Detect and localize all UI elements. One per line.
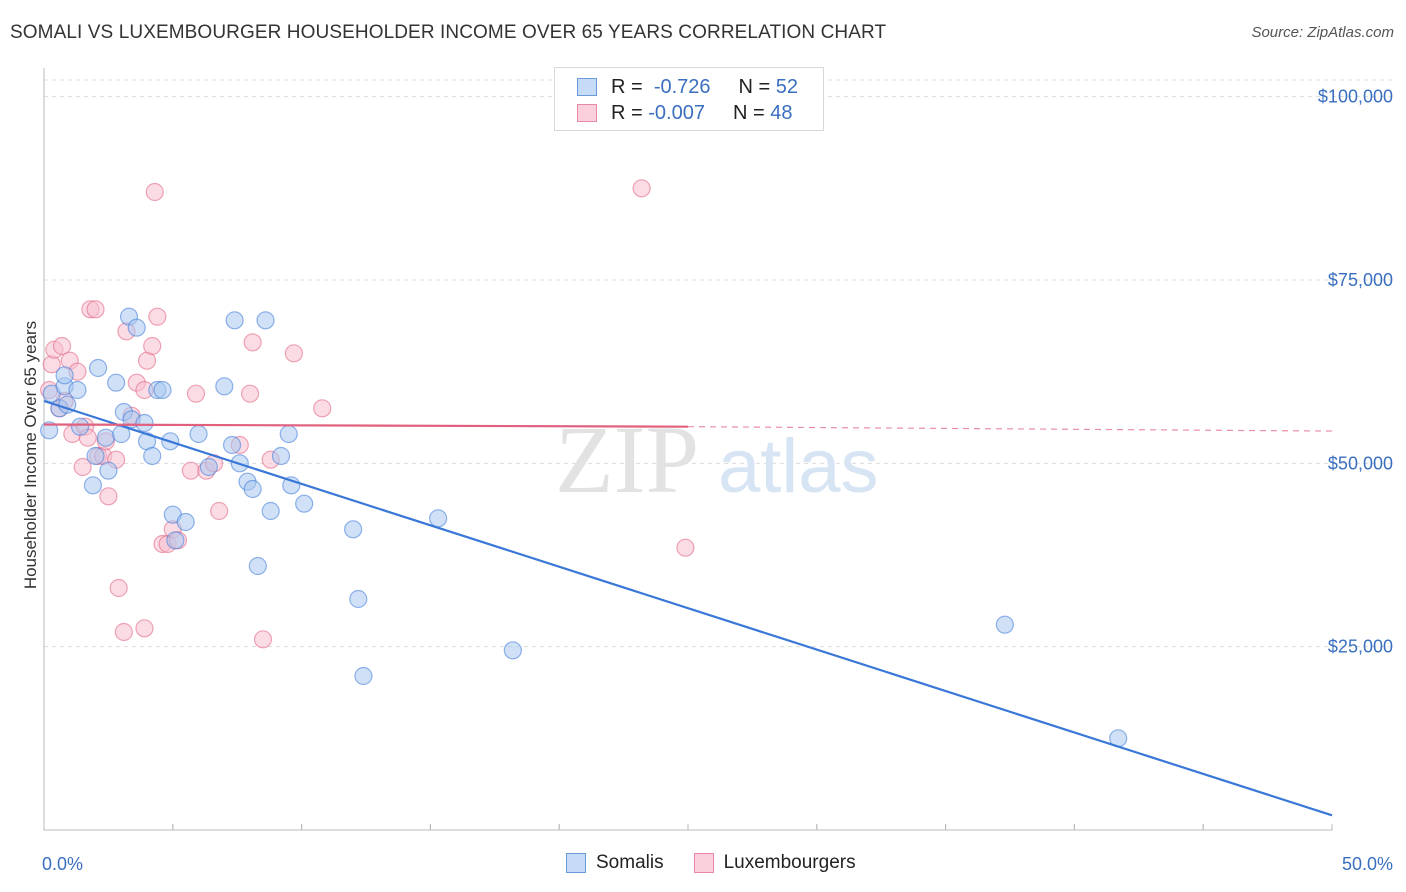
data-point	[127, 318, 146, 337]
legend-label-somalis: Somalis	[596, 852, 664, 873]
data-point	[295, 494, 314, 513]
data-point	[271, 446, 291, 466]
data-point	[503, 641, 522, 660]
data-point	[995, 615, 1014, 634]
data-point	[70, 417, 90, 436]
chart-title: SOMALI VS LUXEMBOURGER HOUSEHOLDER INCOM…	[10, 22, 887, 43]
data-point	[676, 538, 695, 557]
legend-n-label: N =	[738, 75, 771, 98]
data-point	[86, 300, 105, 319]
data-point	[632, 179, 651, 198]
data-point	[429, 509, 448, 528]
data-point	[96, 428, 115, 447]
watermark-atlas: atlas	[718, 424, 879, 509]
legend-n-label: N =	[732, 101, 765, 124]
data-point	[176, 512, 195, 532]
legend-item-somalis[interactable]: Somalis	[566, 852, 664, 874]
data-point	[109, 578, 128, 598]
data-point	[349, 589, 368, 609]
data-point	[88, 358, 108, 378]
legend-r-value: -0.007	[648, 101, 705, 124]
data-point	[189, 424, 208, 444]
gridlines	[44, 79, 1395, 648]
data-point	[253, 630, 273, 649]
watermark-zip: ZIP	[555, 406, 699, 513]
data-point	[248, 556, 267, 576]
legend-n-value: 52	[775, 75, 799, 98]
data-point	[261, 501, 280, 521]
data-point	[68, 380, 87, 400]
data-point	[186, 384, 206, 403]
y-tick-label: $75,000	[1328, 270, 1393, 290]
data-point	[215, 377, 234, 396]
series-legend: Somalis Luxembourgers	[566, 852, 886, 874]
data-point	[107, 373, 126, 392]
legend-n-value: 48	[770, 101, 793, 124]
legend-r-label: R =	[611, 75, 643, 98]
data-point	[181, 461, 200, 480]
trend-lines	[43, 399, 1333, 817]
y-axis-title: Householder Income Over 65 years	[21, 321, 40, 589]
x-tick-label: 50.0%	[1342, 854, 1393, 874]
data-point	[99, 461, 118, 480]
legend-label-luxembourgers: Luxembourgers	[723, 852, 856, 873]
data-point	[145, 182, 164, 202]
legend-r-value: -0.726	[653, 75, 711, 98]
legend-swatch-luxembourgers	[693, 853, 714, 873]
chart-source: Source: ZipAtlas.com	[1251, 24, 1394, 41]
correlation-legend: R = -0.726 N = 52 R = -0.007 N = 48	[554, 67, 824, 131]
data-points	[40, 179, 1128, 748]
legend-row-somalis: R = -0.726 N = 52	[577, 74, 798, 100]
data-point	[243, 333, 262, 352]
data-point	[55, 366, 74, 385]
legend-swatch-luxembourgers	[577, 104, 597, 122]
y-tick-label: $100,000	[1318, 87, 1393, 107]
data-point	[256, 311, 275, 330]
legend-swatch-somalis	[566, 853, 586, 873]
trend-line-dashed	[687, 426, 1333, 432]
data-point	[143, 336, 162, 356]
watermark: ZIP atlas	[555, 406, 879, 513]
data-point	[222, 435, 242, 455]
data-point	[284, 344, 303, 363]
data-point	[240, 384, 260, 403]
data-point	[86, 446, 105, 466]
legend-r-label: R =	[611, 101, 643, 124]
data-point	[99, 487, 118, 506]
x-tick-label: 0.0%	[42, 854, 83, 874]
trend-line	[43, 423, 689, 428]
data-point	[73, 457, 92, 477]
data-point	[225, 311, 244, 330]
y-tick-label: $25,000	[1328, 637, 1393, 657]
data-point	[243, 479, 262, 499]
data-point	[279, 424, 298, 444]
trend-line	[43, 399, 1333, 817]
data-point	[153, 380, 172, 400]
x-tick-labels: 0.0% 50.0%	[42, 854, 1393, 874]
legend-item-luxembourgers[interactable]: Luxembourgers	[693, 852, 856, 874]
data-point	[148, 307, 167, 326]
data-point	[354, 666, 373, 686]
data-point	[210, 501, 229, 521]
data-point	[135, 413, 154, 433]
data-point	[143, 446, 162, 466]
data-point	[83, 476, 103, 495]
data-point	[166, 531, 185, 550]
data-point	[344, 520, 363, 539]
legend-swatch-somalis	[577, 78, 597, 96]
data-point	[313, 399, 332, 418]
data-point	[135, 619, 154, 638]
data-point	[40, 421, 59, 440]
data-point	[199, 457, 218, 477]
y-tick-labels: $25,000 $50,000 $75,000 $100,000	[1318, 87, 1393, 657]
data-point	[114, 622, 133, 642]
data-point	[52, 336, 72, 356]
legend-row-luxembourgers: R = -0.007 N = 48	[577, 100, 792, 126]
axes	[43, 68, 1333, 831]
y-tick-label: $50,000	[1328, 453, 1393, 473]
